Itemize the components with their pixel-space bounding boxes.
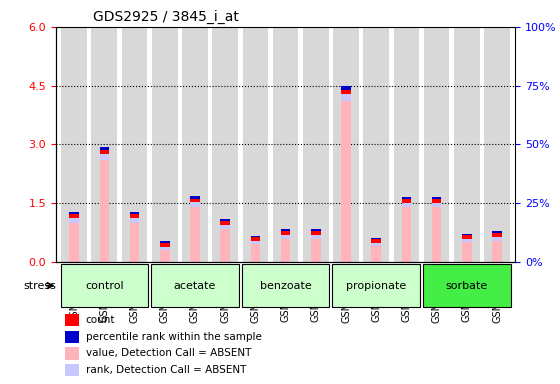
Bar: [492, 231, 502, 233]
Text: GDS2925 / 3845_i_at: GDS2925 / 3845_i_at: [93, 10, 239, 25]
Bar: [160, 250, 170, 262]
Bar: [484, 27, 510, 262]
Bar: [273, 27, 298, 262]
Bar: [402, 197, 411, 199]
Text: sorbate: sorbate: [446, 281, 488, 291]
Bar: [402, 207, 411, 262]
Bar: [182, 27, 208, 262]
Bar: [432, 197, 441, 199]
Text: acetate: acetate: [174, 281, 216, 291]
Bar: [65, 364, 79, 376]
Bar: [462, 242, 472, 262]
Bar: [303, 27, 329, 262]
Bar: [100, 151, 109, 154]
Bar: [250, 245, 260, 262]
Bar: [402, 203, 411, 207]
Bar: [160, 241, 170, 243]
Bar: [100, 147, 109, 151]
Bar: [190, 202, 200, 207]
Bar: [341, 101, 351, 262]
Bar: [250, 236, 260, 237]
Bar: [371, 247, 381, 262]
Bar: [220, 225, 230, 229]
Bar: [341, 89, 351, 94]
Bar: [190, 199, 200, 202]
Bar: [462, 235, 472, 239]
Text: rank, Detection Call = ABSENT: rank, Detection Call = ABSENT: [86, 365, 246, 375]
Bar: [402, 199, 411, 203]
Text: stress: stress: [23, 281, 56, 291]
Bar: [462, 239, 472, 242]
Bar: [250, 237, 260, 241]
Bar: [65, 331, 79, 343]
Bar: [122, 27, 147, 262]
Bar: [212, 27, 238, 262]
Bar: [281, 231, 291, 235]
Bar: [190, 207, 200, 262]
Bar: [242, 27, 268, 262]
Bar: [424, 27, 450, 262]
Bar: [281, 235, 291, 238]
Bar: [492, 237, 502, 240]
Bar: [160, 247, 170, 250]
Bar: [311, 235, 321, 238]
FancyBboxPatch shape: [151, 265, 239, 307]
Bar: [341, 94, 351, 101]
Bar: [492, 233, 502, 237]
Bar: [311, 229, 321, 231]
Bar: [69, 214, 79, 218]
Bar: [130, 218, 139, 223]
Bar: [91, 27, 117, 262]
Bar: [65, 314, 79, 326]
FancyBboxPatch shape: [423, 265, 511, 307]
FancyBboxPatch shape: [333, 265, 420, 307]
Bar: [220, 221, 230, 225]
Text: percentile rank within the sample: percentile rank within the sample: [86, 332, 262, 342]
Text: value, Detection Call = ABSENT: value, Detection Call = ABSENT: [86, 348, 251, 359]
Bar: [454, 27, 480, 262]
Text: control: control: [85, 281, 124, 291]
Bar: [371, 238, 381, 239]
Text: propionate: propionate: [346, 281, 407, 291]
Bar: [432, 199, 441, 203]
Text: benzoate: benzoate: [260, 281, 311, 291]
Bar: [69, 223, 79, 262]
Bar: [333, 27, 359, 262]
Bar: [130, 214, 139, 218]
Bar: [492, 240, 502, 262]
Bar: [363, 27, 389, 262]
Bar: [281, 238, 291, 262]
Text: count: count: [86, 315, 115, 325]
Bar: [394, 27, 419, 262]
Bar: [341, 86, 351, 89]
FancyBboxPatch shape: [60, 265, 148, 307]
Bar: [371, 243, 381, 247]
Bar: [311, 231, 321, 235]
Bar: [130, 223, 139, 262]
Bar: [61, 27, 87, 262]
Bar: [281, 229, 291, 231]
Bar: [250, 241, 260, 245]
Bar: [220, 229, 230, 262]
Bar: [65, 348, 79, 359]
Bar: [69, 212, 79, 214]
Bar: [462, 234, 472, 235]
Bar: [160, 243, 170, 247]
Bar: [220, 219, 230, 221]
Bar: [100, 154, 109, 160]
Bar: [100, 160, 109, 262]
FancyBboxPatch shape: [242, 265, 329, 307]
Bar: [152, 27, 178, 262]
Bar: [311, 238, 321, 262]
Bar: [432, 203, 441, 207]
Bar: [69, 218, 79, 223]
Bar: [432, 207, 441, 262]
Bar: [371, 239, 381, 243]
Bar: [130, 212, 139, 214]
Bar: [190, 196, 200, 199]
